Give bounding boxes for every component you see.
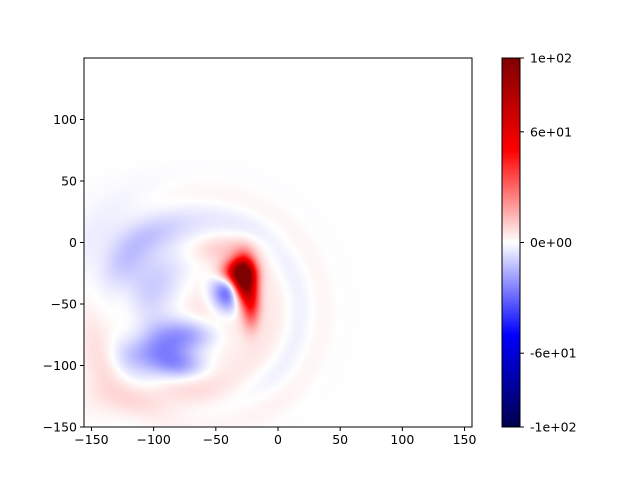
x-tick-label: 50 [332, 432, 348, 447]
colorbar: -1e+02 -6e+01 0e+00 6e+01 1e+02 [501, 51, 577, 435]
y-tick-label: −50 [51, 297, 77, 312]
y-axis: −150 −100 −50 0 50 100 [43, 112, 84, 435]
colorbar-tick-label: 0e+00 [530, 235, 572, 250]
colorbar-ticks: -1e+02 -6e+01 0e+00 6e+01 1e+02 [520, 51, 577, 435]
x-tick-label: 0 [274, 432, 282, 447]
y-tick-label: 100 [53, 112, 77, 127]
colorbar-tick-label: 6e+01 [530, 124, 572, 139]
y-tick-label: 50 [61, 174, 77, 189]
colorbar-tick-label: -6e+01 [530, 346, 577, 361]
y-tick-label: 0 [69, 235, 77, 250]
y-tick-label: −100 [43, 358, 77, 373]
y-tick-label: −150 [43, 420, 77, 435]
x-tick-label: −50 [203, 432, 229, 447]
x-tick-label: −150 [74, 432, 108, 447]
x-tick-label: −100 [136, 432, 170, 447]
colorbar-tick-label: 1e+02 [530, 51, 572, 66]
x-tick-label: 100 [390, 432, 414, 447]
colorbar-gradient [502, 58, 520, 427]
x-axis: −150 −100 −50 0 50 100 150 [74, 427, 477, 447]
plot-area [83, 57, 473, 428]
x-tick-label: 150 [453, 432, 477, 447]
colorbar-tick-label: -1e+02 [530, 420, 577, 435]
